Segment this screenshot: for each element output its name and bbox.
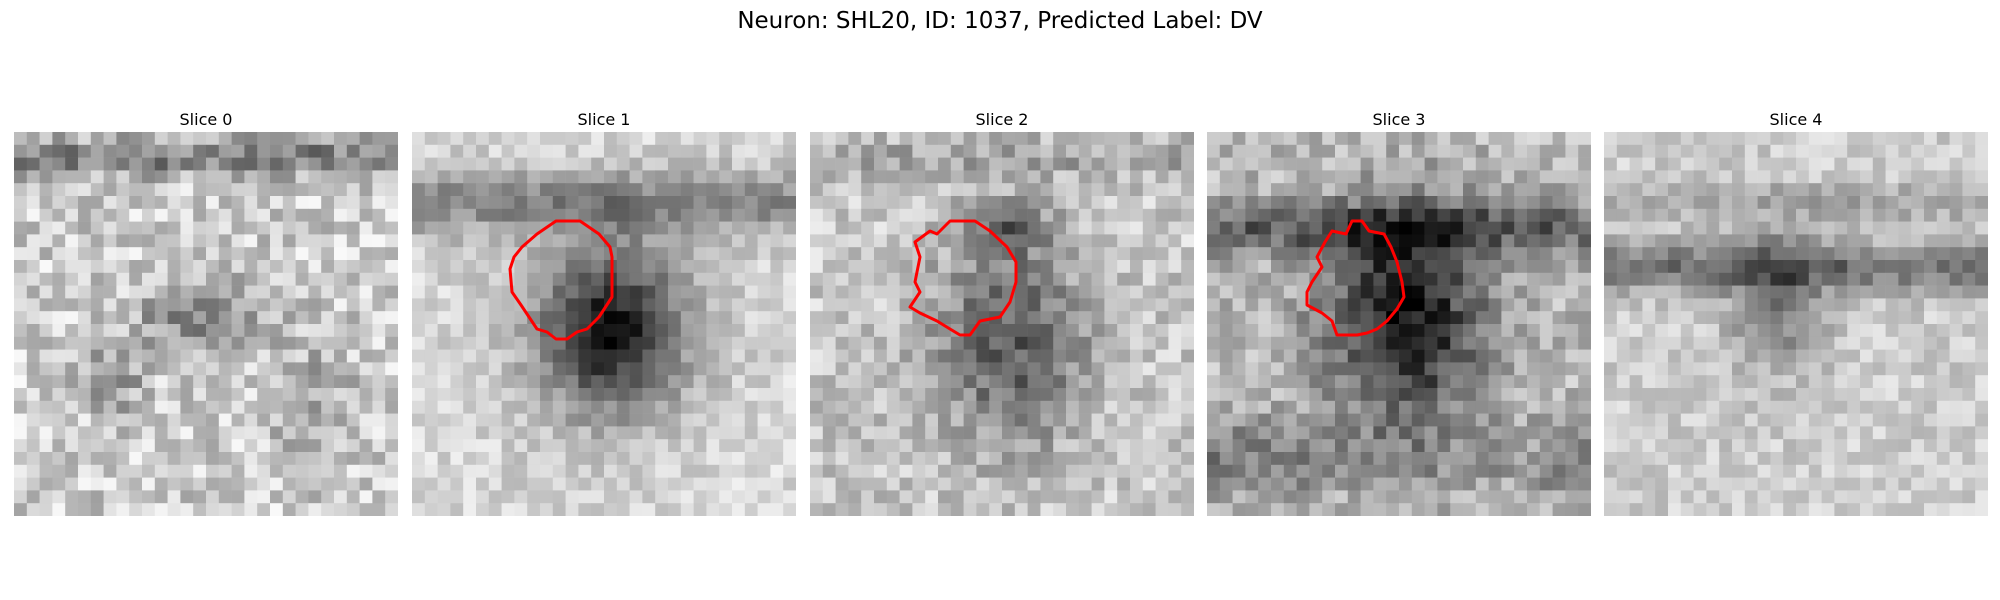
segmentation-contour-2 [908,219,1018,337]
pixel-grid-0 [14,132,398,516]
pixel-grid-2 [810,132,1194,516]
slice-panel-2: Slice 2 [810,108,1194,516]
slice-panel-4: Slice 4 [1604,108,1988,516]
slice-title-3: Slice 3 [1372,110,1426,129]
slice-image-0 [14,132,398,516]
slice-image-2 [810,132,1194,516]
slice-panel-0: Slice 0 [14,108,398,516]
slice-title-0: Slice 0 [179,110,233,129]
segmentation-contour-3 [1305,219,1406,337]
pixel-grid-4 [1604,132,1988,516]
segmentation-contour-1 [508,219,614,341]
slice-image-1 [412,132,796,516]
slice-panel-1: Slice 1 [412,108,796,516]
slice-panel-3: Slice 3 [1207,108,1591,516]
slice-title-2: Slice 2 [975,110,1029,129]
slice-title-4: Slice 4 [1769,110,1823,129]
figure-title: Neuron: SHL20, ID: 1037, Predicted Label… [737,8,1263,34]
slice-image-3 [1207,132,1591,516]
pixel-grid-3 [1207,132,1591,516]
pixel-grid-1 [412,132,796,516]
slice-title-1: Slice 1 [577,110,631,129]
slice-image-4 [1604,132,1988,516]
